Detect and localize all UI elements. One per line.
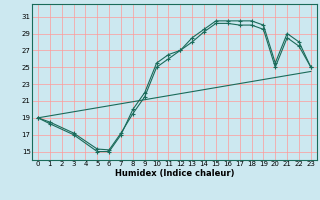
X-axis label: Humidex (Indice chaleur): Humidex (Indice chaleur) bbox=[115, 169, 234, 178]
